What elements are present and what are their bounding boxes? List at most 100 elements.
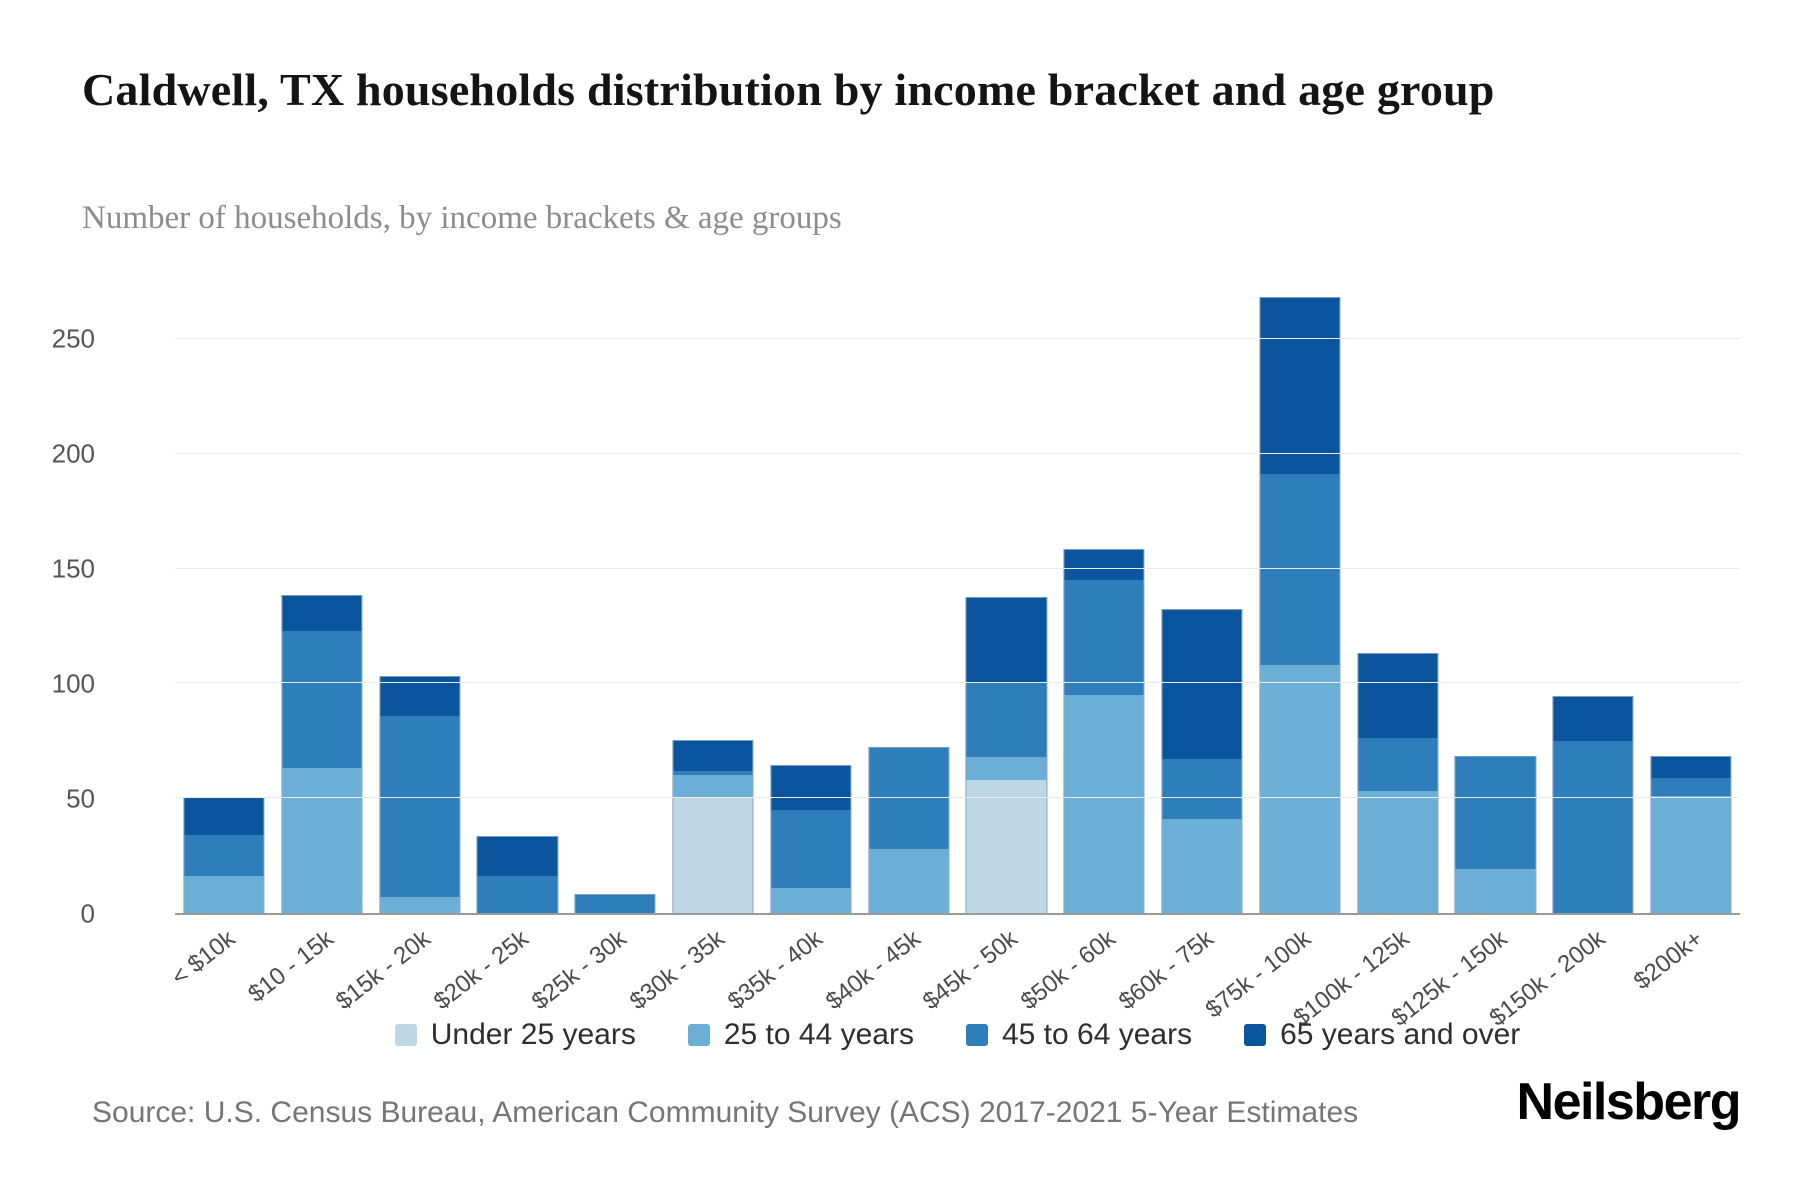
- stacked-bar[interactable]: [476, 836, 558, 913]
- chart-subtitle: Number of households, by income brackets…: [82, 200, 842, 236]
- bar-group: $60k - 75k: [1114, 295, 1251, 1015]
- legend-label: 25 to 44 years: [723, 1018, 914, 1051]
- bar-segment-45-to-64-years[interactable]: [1260, 474, 1340, 665]
- bar-segment-25-to-44-years[interactable]: [869, 848, 949, 913]
- bar-segment-under-25-years[interactable]: [673, 798, 753, 913]
- bar-segment-25-to-44-years[interactable]: [1651, 795, 1731, 913]
- legend-swatch: [1244, 1024, 1267, 1046]
- bar-segment-45-to-64-years[interactable]: [282, 630, 362, 769]
- legend-swatch: [394, 1024, 417, 1046]
- legend-item[interactable]: Under 25 years: [394, 1018, 636, 1052]
- bar-segment-25-to-44-years[interactable]: [379, 896, 460, 913]
- bar-segment-45-to-64-years[interactable]: [1064, 580, 1144, 695]
- bar-group: $20k - 25k: [429, 295, 566, 1015]
- legend-swatch: [687, 1024, 710, 1046]
- bar-segment-25-to-44-years[interactable]: [1064, 694, 1144, 913]
- bar-slots: < $10k $10 - 15k $15k - 20k $20k - 25k $25k …: [167, 295, 1740, 1032]
- stacked-bar[interactable]: [1552, 696, 1634, 913]
- bar-group: $50k - 60k: [1016, 295, 1153, 1015]
- bar-segment-65-years-and-over[interactable]: [1064, 550, 1144, 581]
- stacked-bar[interactable]: [1161, 608, 1243, 913]
- source-text: Source: U.S. Census Bureau, American Com…: [92, 1096, 1359, 1129]
- bar-segment-25-to-44-years[interactable]: [1162, 818, 1242, 913]
- bar-segment-65-years-and-over[interactable]: [966, 598, 1046, 684]
- bar-segment-65-years-and-over[interactable]: [1651, 756, 1731, 778]
- bar-group: $100k - 125k: [1288, 295, 1447, 1032]
- gridline: [175, 682, 1740, 684]
- stacked-bar[interactable]: [574, 893, 656, 913]
- bar-segment-45-to-64-years[interactable]: [184, 834, 264, 877]
- bar-group: $125k - 150k: [1386, 295, 1545, 1032]
- chart-legend: Under 25 years 25 to 44 years 45 to 64 yea…: [175, 1018, 1740, 1052]
- stacked-bar[interactable]: [1454, 755, 1537, 913]
- legend-label: Under 25 years: [430, 1018, 636, 1051]
- stacked-bar[interactable]: [1650, 755, 1732, 913]
- stacked-bar[interactable]: [965, 597, 1047, 913]
- bar-group: $30k - 35k: [625, 295, 762, 1015]
- bar-segment-45-to-64-years[interactable]: [673, 770, 753, 776]
- bar-group: $150k - 200k: [1484, 295, 1642, 1032]
- stacked-bar[interactable]: [183, 797, 265, 913]
- bar-segment-45-to-64-years[interactable]: [966, 683, 1046, 757]
- bar-segment-25-to-44-years[interactable]: [1358, 791, 1438, 913]
- bar-segment-45-to-64-years[interactable]: [1162, 759, 1242, 819]
- bar-group: $200k+: [1629, 295, 1740, 995]
- stacked-bar[interactable]: [770, 765, 852, 913]
- stacked-bar[interactable]: [281, 595, 363, 913]
- bar-segment-25-to-44-years[interactable]: [1260, 665, 1340, 913]
- legend-item[interactable]: 65 years and over: [1244, 1018, 1520, 1052]
- stacked-bar[interactable]: [672, 739, 754, 913]
- stacked-bar[interactable]: [1357, 652, 1439, 913]
- stacked-bar[interactable]: [1063, 549, 1145, 913]
- bar-segment-45-to-64-years[interactable]: [1455, 756, 1536, 870]
- bar-segment-45-to-64-years[interactable]: [1651, 777, 1731, 796]
- gridline: [175, 912, 1740, 913]
- bar-group: $75k - 100k: [1201, 295, 1349, 1023]
- y-axis-tick-label: 50: [66, 783, 95, 814]
- bar-segment-65-years-and-over[interactable]: [771, 766, 851, 810]
- legend-item[interactable]: 45 to 64 years: [965, 1018, 1192, 1052]
- bar-segment-65-years-and-over[interactable]: [477, 837, 557, 877]
- bar-group: $35k - 40k: [722, 295, 860, 1015]
- x-axis-label-area: $150k - 200k: [1484, 913, 1642, 1033]
- bar-group: $40k - 45k: [820, 295, 958, 1015]
- bar-segment-under-25-years[interactable]: [966, 779, 1046, 913]
- bar-segment-45-to-64-years[interactable]: [1553, 740, 1633, 913]
- bar-segment-65-years-and-over[interactable]: [1553, 697, 1633, 741]
- bar-segment-65-years-and-over[interactable]: [1162, 609, 1242, 760]
- y-axis-tick-label: 200: [51, 438, 95, 469]
- stacked-bar[interactable]: [378, 675, 461, 913]
- bar-segment-45-to-64-years[interactable]: [477, 876, 557, 913]
- bar-segment-45-to-64-years[interactable]: [1358, 738, 1438, 792]
- bar-segment-25-to-44-years[interactable]: [184, 876, 264, 913]
- x-axis-label-area: $30k - 35k: [625, 913, 762, 1033]
- brand-logo: Neilsberg: [1516, 1073, 1742, 1131]
- x-axis-tick-label: < $10k: [166, 925, 241, 992]
- bar-group: $45k - 50k: [918, 295, 1056, 1015]
- bar-segment-65-years-and-over[interactable]: [1358, 653, 1438, 739]
- bar-segment-65-years-and-over[interactable]: [282, 596, 362, 631]
- stacked-bar[interactable]: [1259, 296, 1341, 913]
- gridline: [175, 337, 1740, 339]
- bar-group: $10 - 15k: [243, 295, 371, 1008]
- legend-item[interactable]: 25 to 44 years: [687, 1018, 914, 1052]
- bar-segment-25-to-44-years[interactable]: [1455, 869, 1536, 913]
- bar-segment-45-to-64-years[interactable]: [575, 894, 655, 913]
- bar-segment-45-to-64-years[interactable]: [771, 809, 851, 888]
- x-axis-label-area: $35k - 40k: [722, 913, 860, 1033]
- bar-segment-45-to-64-years[interactable]: [379, 715, 460, 897]
- bar-segment-25-to-44-years[interactable]: [771, 887, 851, 913]
- bar-segment-25-to-44-years[interactable]: [282, 768, 362, 913]
- bar-segment-65-years-and-over[interactable]: [184, 798, 264, 835]
- bar-segment-25-to-44-years[interactable]: [673, 775, 753, 799]
- plot-area: < $10k $10 - 15k $15k - 20k $20k - 25k $25k …: [52, 295, 1740, 1032]
- bar-segment-65-years-and-over[interactable]: [673, 740, 753, 771]
- legend-label: 65 years and over: [1280, 1018, 1521, 1051]
- bar-segment-45-to-64-years[interactable]: [869, 747, 949, 849]
- stacked-bar[interactable]: [868, 746, 950, 913]
- bar-segment-25-to-44-years[interactable]: [966, 756, 1046, 780]
- y-axis-tick-label: 100: [51, 668, 95, 699]
- bar-segment-65-years-and-over[interactable]: [1260, 297, 1340, 475]
- bar-group: < $10k: [167, 295, 273, 991]
